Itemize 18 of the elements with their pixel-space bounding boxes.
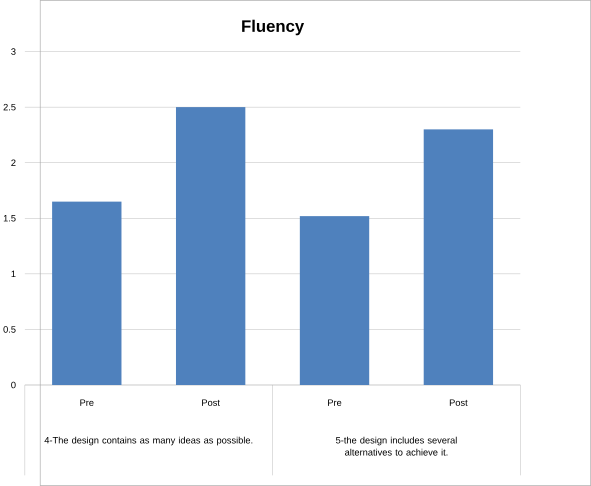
y-tick-label: 1.5 (4, 215, 16, 222)
bar (424, 129, 494, 386)
x-tick-label: Post (450, 399, 468, 406)
chart-title: Fluency (242, 20, 304, 36)
y-tick-label: 0 (11, 382, 16, 388)
y-tick-label: 3 (11, 48, 16, 55)
x-tick-label: Post (202, 399, 220, 406)
y-tick-label: 1 (12, 270, 16, 278)
bar (300, 216, 370, 386)
text: 5-the design includes several alternatives to achieve it. (336, 436, 457, 456)
x-tick-label: Pre (80, 399, 94, 406)
bar (52, 202, 122, 386)
x-tick-label: Pre (328, 399, 342, 406)
bar (176, 107, 246, 386)
y-tick-label: 2.5 (4, 104, 16, 110)
text: 4-The design contains as many ideas as possible. (44, 436, 252, 446)
y-tick-label: 2 (11, 160, 16, 166)
y-tick-label: 0.5 (3, 326, 16, 333)
